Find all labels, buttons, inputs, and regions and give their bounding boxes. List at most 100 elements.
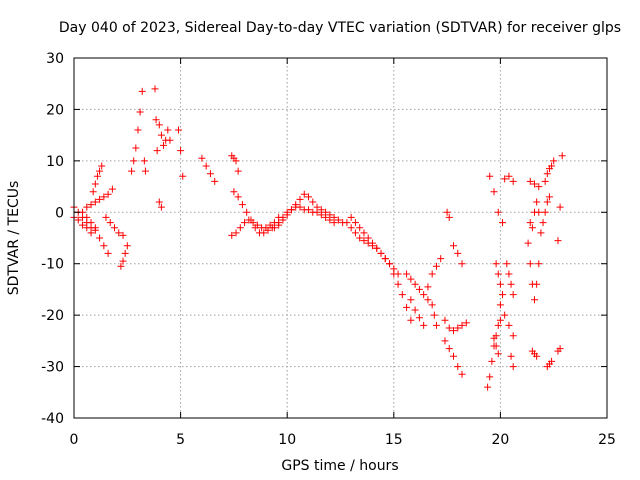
data-point: [330, 213, 338, 221]
data-point: [232, 157, 240, 165]
data-point: [488, 357, 496, 365]
data-point: [524, 239, 532, 247]
data-point: [411, 280, 419, 288]
data-point: [177, 147, 185, 155]
data-point: [313, 208, 321, 216]
data-point: [533, 352, 541, 360]
series-arc-13: [198, 154, 219, 185]
data-point: [300, 190, 308, 198]
data-point: [117, 262, 125, 270]
data-point: [541, 177, 549, 185]
data-point: [545, 193, 553, 201]
data-point: [356, 224, 364, 232]
data-point: [91, 224, 99, 232]
data-point: [211, 177, 219, 185]
series-arc-45: [554, 345, 564, 355]
data-point: [157, 203, 165, 211]
data-point: [437, 255, 445, 263]
data-point: [505, 270, 513, 278]
data-point: [445, 345, 453, 353]
data-point: [100, 193, 108, 201]
data-point: [543, 198, 551, 206]
data-point: [157, 131, 165, 139]
series-arc-25: [424, 255, 445, 291]
data-point: [309, 198, 317, 206]
data-point: [275, 219, 283, 227]
data-point: [415, 285, 423, 293]
y-tick-label: 30: [46, 51, 64, 67]
data-point: [104, 190, 112, 198]
data-point: [234, 167, 242, 175]
series-arc-22: [407, 296, 428, 329]
data-point: [351, 219, 359, 227]
data-point: [505, 321, 513, 329]
data-point: [535, 183, 543, 191]
data-point: [266, 221, 274, 229]
data-point: [87, 229, 95, 237]
data-point: [492, 342, 500, 350]
series-arc-44: [554, 152, 566, 245]
data-point: [490, 334, 498, 342]
plot-frame: [73, 57, 608, 419]
data-point: [541, 208, 549, 216]
data-point: [531, 180, 539, 188]
data-point: [155, 198, 163, 206]
series-arc-03: [79, 208, 112, 257]
series-arc-29: [449, 242, 466, 268]
x-tick-label: 10: [278, 432, 296, 448]
data-point: [151, 85, 159, 93]
data-point: [317, 211, 325, 219]
data-point: [270, 224, 278, 232]
data-point: [83, 213, 91, 221]
data-point: [347, 224, 355, 232]
data-point: [494, 208, 502, 216]
data-point: [535, 208, 543, 216]
data-point: [454, 249, 462, 257]
data-point: [458, 321, 466, 329]
series-arc-16: [228, 213, 283, 239]
data-point: [232, 229, 240, 237]
data-point: [79, 208, 87, 216]
data-point: [394, 280, 402, 288]
data-point: [445, 213, 453, 221]
series-arc-42: [528, 347, 541, 360]
data-point: [83, 203, 91, 211]
data-point: [494, 270, 502, 278]
data-point: [424, 283, 432, 291]
data-point: [87, 219, 95, 227]
x-tick-labels: 0 5 10 15 20 25: [70, 432, 616, 448]
x-tick-label: 0: [70, 432, 79, 448]
data-point: [539, 219, 547, 227]
y-tick-labels: -40 -30 -20 -10 0 10 20 30: [41, 51, 64, 427]
data-point: [108, 185, 116, 193]
data-point: [449, 242, 457, 250]
data-point: [550, 157, 558, 165]
series-arc-28: [443, 208, 453, 221]
data-point: [407, 275, 415, 283]
data-point: [503, 260, 511, 268]
data-point: [501, 311, 509, 319]
data-point: [443, 208, 451, 216]
data-point: [245, 216, 253, 224]
data-point: [458, 370, 466, 378]
data-point: [140, 157, 148, 165]
data-point: [322, 213, 330, 221]
data-point: [428, 270, 436, 278]
data-point: [526, 177, 534, 185]
data-point: [507, 280, 515, 288]
data-point: [130, 157, 138, 165]
data-point: [368, 239, 376, 247]
series-arc-34: [503, 260, 517, 299]
data-point: [420, 291, 428, 299]
data-point: [398, 291, 406, 299]
data-point: [509, 177, 517, 185]
data-point: [432, 262, 440, 270]
series-arc-31: [492, 260, 507, 299]
data-point: [138, 87, 146, 95]
chart-title: Day 040 of 2023, Sidereal Day-to-day VTE…: [59, 20, 621, 36]
series-arc-27: [441, 337, 466, 378]
data-point: [411, 306, 419, 314]
data-point: [490, 188, 498, 196]
data-point: [360, 229, 368, 237]
